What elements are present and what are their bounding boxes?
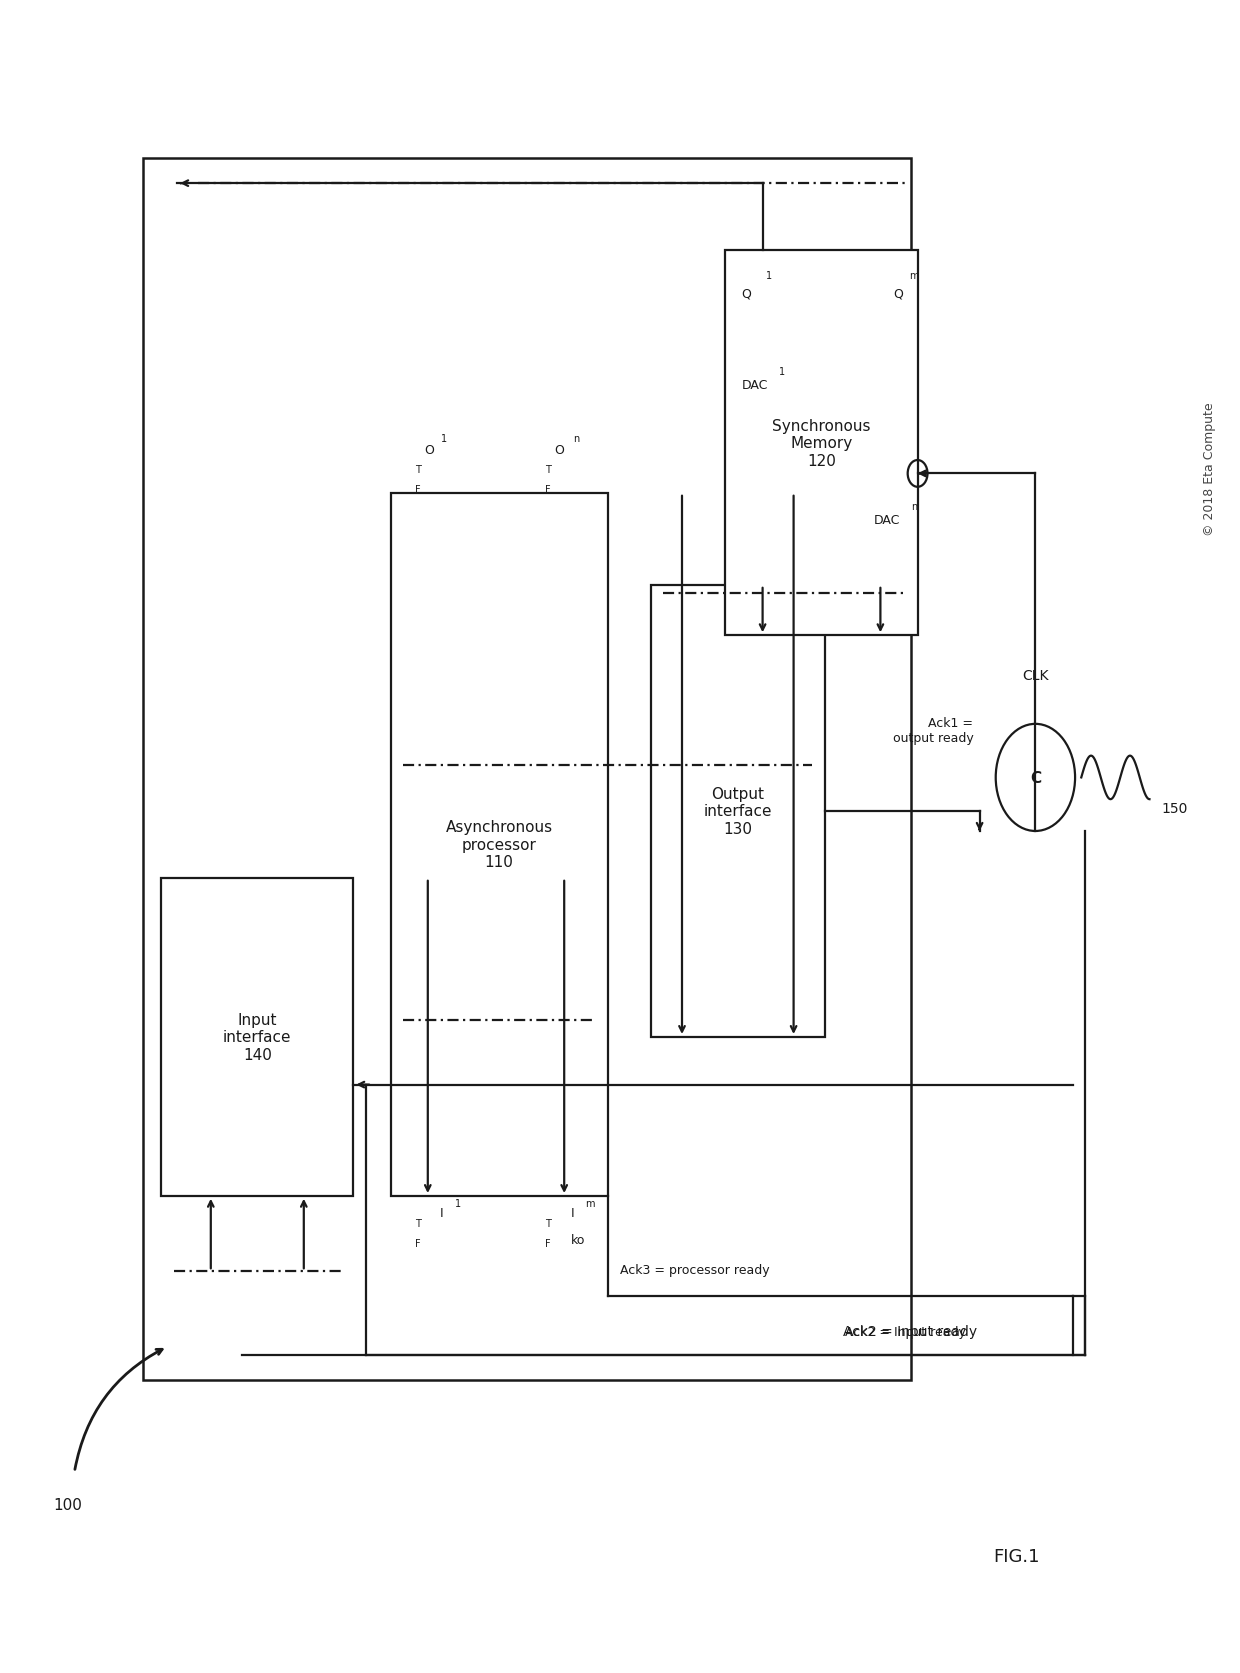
Text: Ack2 = Input ready: Ack2 = Input ready — [844, 1325, 966, 1338]
Text: I: I — [440, 1206, 444, 1220]
Bar — [161, 878, 353, 1196]
Text: n: n — [911, 502, 918, 512]
Text: 1: 1 — [441, 433, 448, 443]
Text: F: F — [546, 1238, 551, 1248]
Text: Q: Q — [893, 288, 903, 301]
Text: 1: 1 — [779, 368, 785, 376]
Text: Asynchronous
processor
110: Asynchronous processor 110 — [445, 820, 553, 870]
Text: F: F — [415, 1238, 420, 1248]
Text: ko: ko — [570, 1233, 585, 1246]
Text: © 2018 Eta Compute: © 2018 Eta Compute — [1203, 402, 1215, 535]
Text: m: m — [909, 271, 919, 281]
Text: Synchronous
Memory
120: Synchronous Memory 120 — [773, 418, 870, 468]
Text: Q: Q — [742, 288, 751, 301]
Text: Ack2 = Input ready: Ack2 = Input ready — [843, 1325, 977, 1338]
Text: T: T — [546, 1218, 551, 1228]
Text: 1: 1 — [766, 271, 773, 281]
Text: Input
interface
140: Input interface 140 — [223, 1012, 291, 1062]
Text: Ack3 = processor ready: Ack3 = processor ready — [620, 1263, 770, 1276]
Text: F: F — [415, 485, 420, 495]
Text: 150: 150 — [1162, 801, 1188, 815]
Text: FIG.1: FIG.1 — [993, 1548, 1040, 1564]
Text: I: I — [570, 1206, 574, 1220]
Text: DAC: DAC — [874, 514, 900, 527]
Text: DAC: DAC — [742, 380, 768, 391]
Text: C: C — [1030, 771, 1040, 785]
Text: T: T — [415, 465, 420, 475]
Bar — [651, 586, 825, 1037]
Text: CLK: CLK — [1022, 669, 1049, 683]
Bar — [391, 494, 608, 1196]
Text: Ack1 =
output ready: Ack1 = output ready — [893, 716, 973, 744]
Text: O: O — [424, 443, 434, 457]
Text: O: O — [554, 443, 564, 457]
Text: F: F — [546, 485, 551, 495]
Text: 1: 1 — [455, 1198, 461, 1208]
Text: m: m — [585, 1198, 595, 1208]
Text: n: n — [573, 433, 579, 443]
Bar — [143, 159, 911, 1380]
Text: Output
interface
130: Output interface 130 — [703, 786, 773, 836]
Text: 100: 100 — [53, 1497, 83, 1512]
Text: T: T — [415, 1218, 420, 1228]
Text: T: T — [546, 465, 551, 475]
Bar — [725, 251, 918, 636]
